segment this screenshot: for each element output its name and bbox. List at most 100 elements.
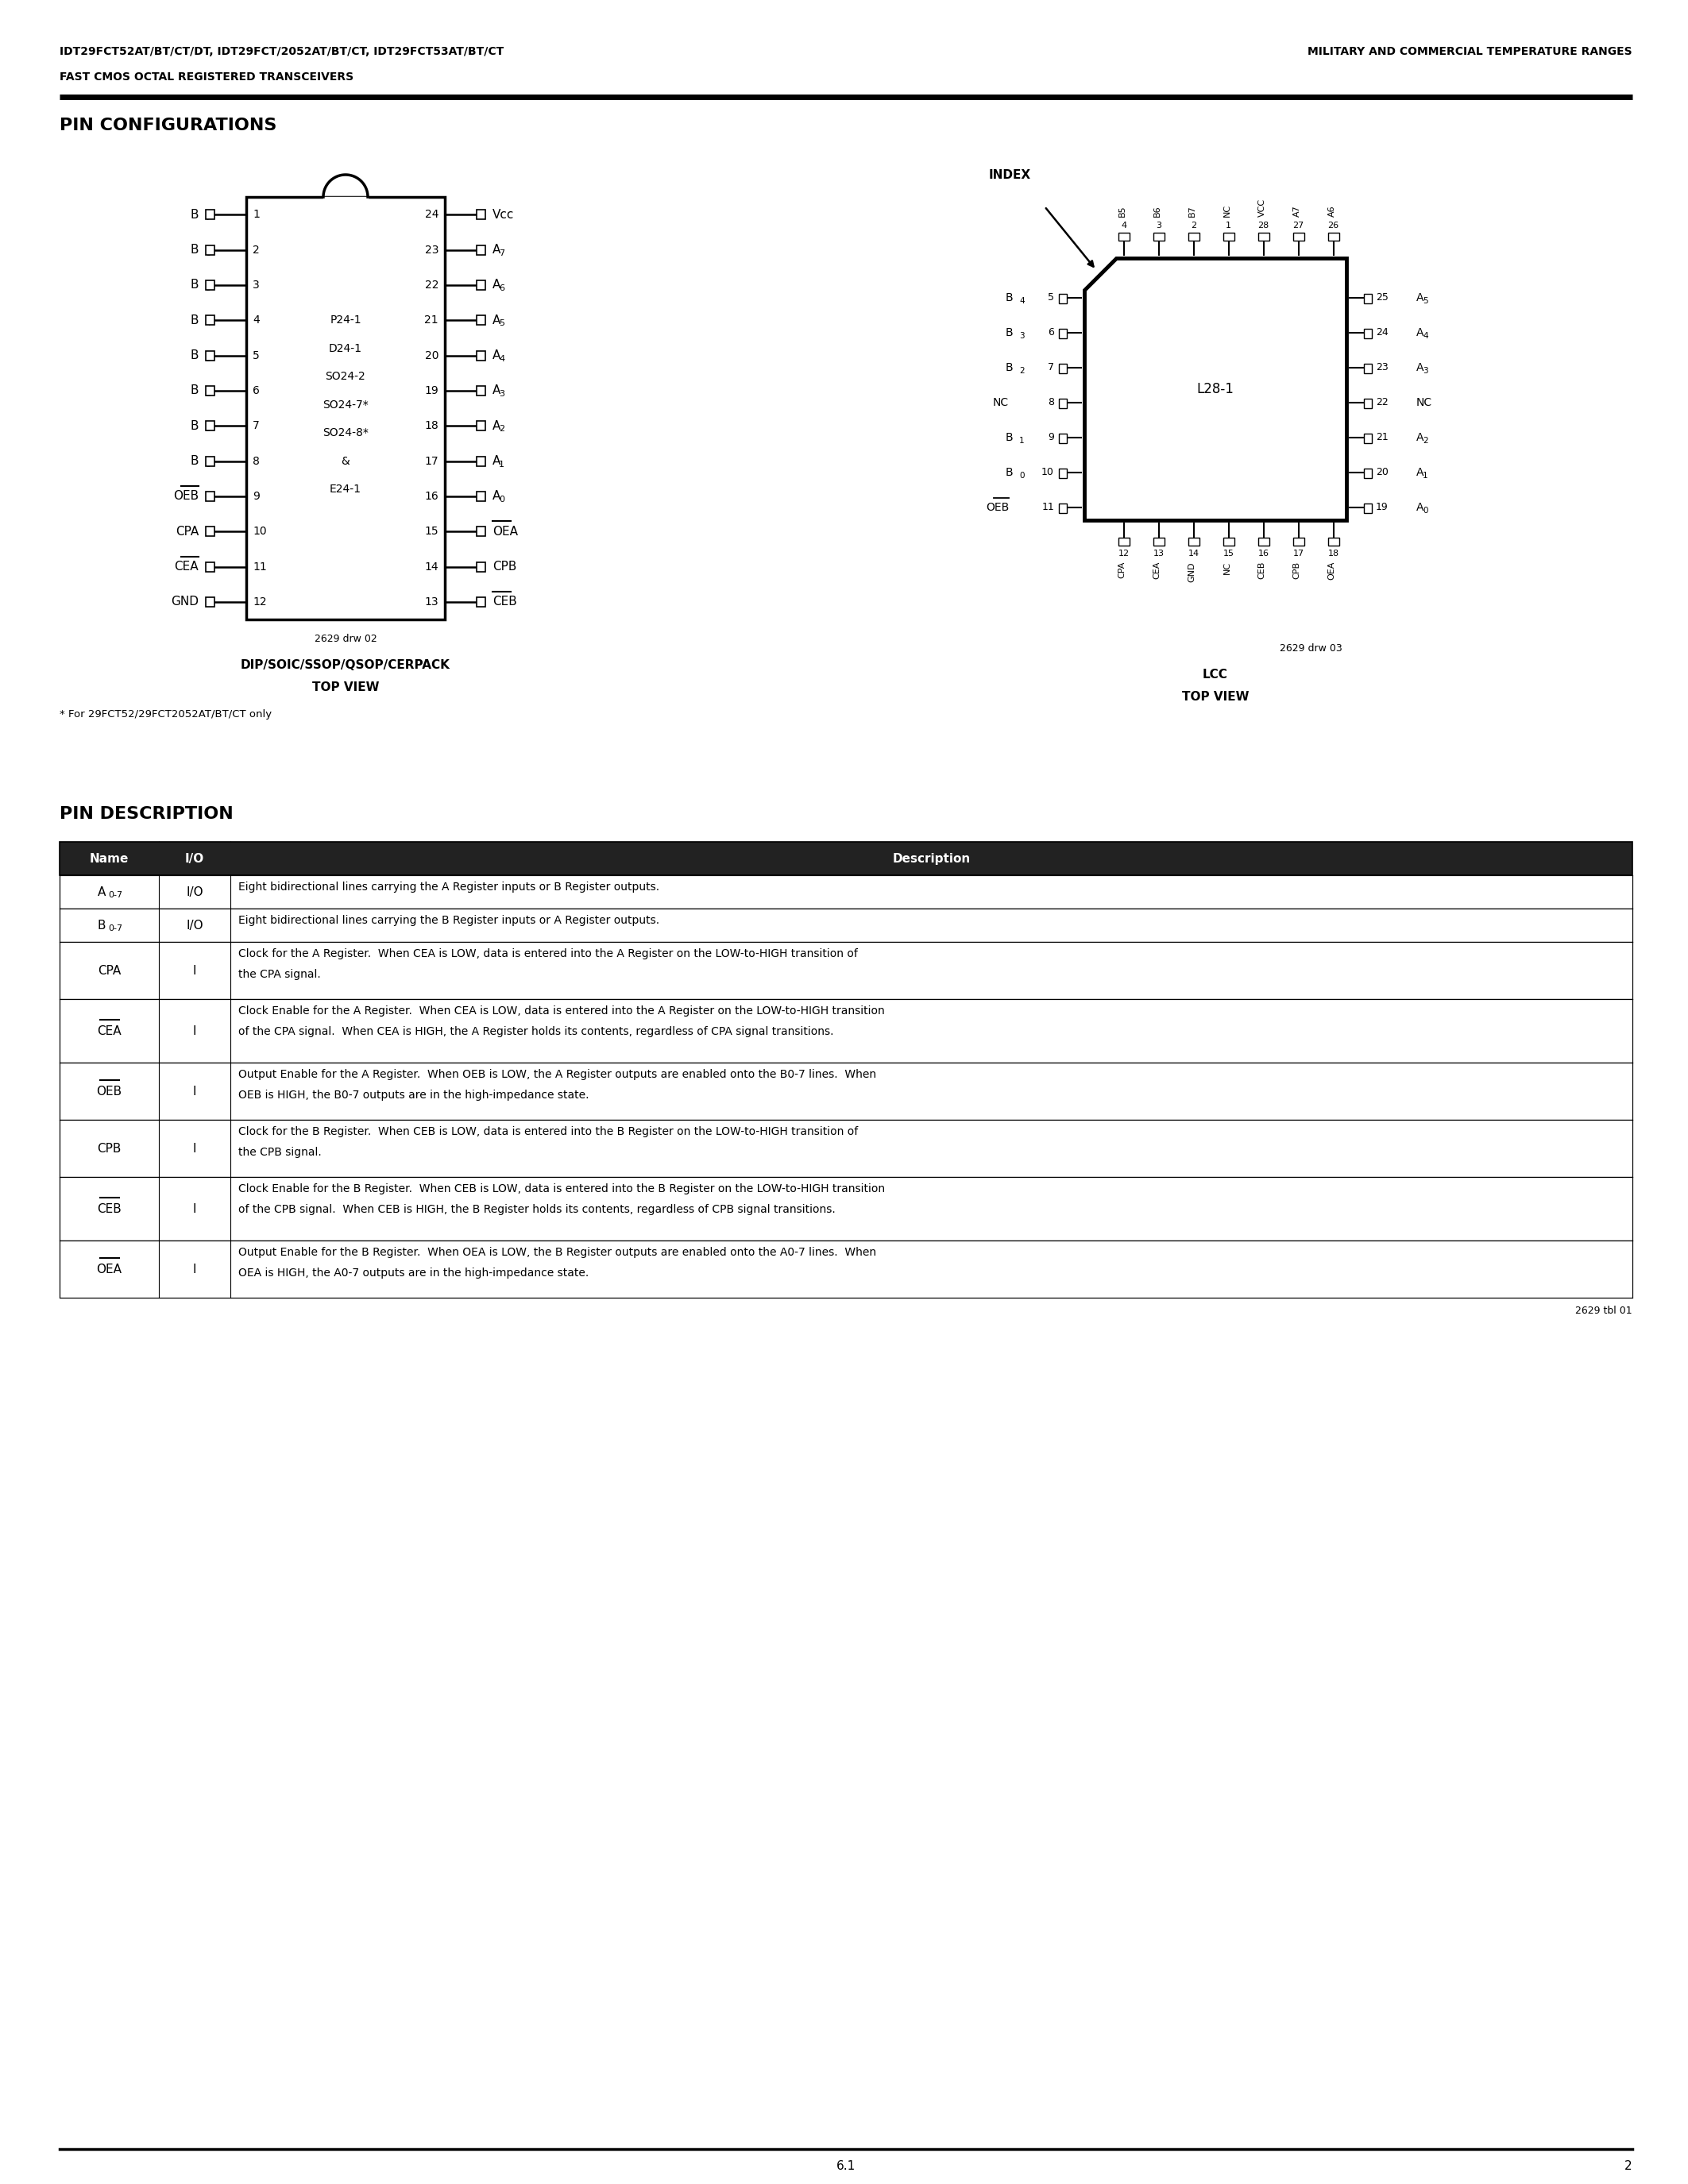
Bar xyxy=(1364,502,1372,513)
Text: 15: 15 xyxy=(1222,550,1234,557)
Text: 5: 5 xyxy=(500,319,505,328)
Bar xyxy=(1364,363,1372,373)
Text: OEB: OEB xyxy=(96,1085,122,1096)
Text: &: & xyxy=(341,456,349,467)
Text: I: I xyxy=(192,1262,196,1275)
Text: B: B xyxy=(191,419,199,432)
Bar xyxy=(1117,234,1129,240)
Bar xyxy=(1153,537,1165,546)
Text: 4: 4 xyxy=(253,314,260,325)
Text: 21: 21 xyxy=(424,314,439,325)
Text: 3: 3 xyxy=(1020,332,1025,339)
Text: Clock for the A Register.  When CEA is LOW, data is entered into the A Register : Clock for the A Register. When CEA is LO… xyxy=(238,948,858,959)
Text: B: B xyxy=(191,245,199,256)
Text: SO24-2: SO24-2 xyxy=(326,371,366,382)
Text: the CPA signal.: the CPA signal. xyxy=(238,970,321,981)
Text: E24-1: E24-1 xyxy=(329,483,361,496)
Text: A: A xyxy=(1416,363,1425,373)
Text: 4: 4 xyxy=(204,319,211,328)
Text: * For 29FCT52/29FCT2052AT/BT/CT only: * For 29FCT52/29FCT2052AT/BT/CT only xyxy=(59,710,272,719)
Text: D24-1: D24-1 xyxy=(329,343,363,354)
Text: 17: 17 xyxy=(424,456,439,467)
Text: CEA: CEA xyxy=(1153,561,1161,579)
Text: NC: NC xyxy=(993,397,1009,408)
Text: I/O: I/O xyxy=(186,919,203,930)
Text: 5: 5 xyxy=(1423,297,1428,304)
Bar xyxy=(1058,502,1067,513)
Text: 1: 1 xyxy=(1020,437,1025,443)
Text: SO24-7*: SO24-7* xyxy=(322,400,368,411)
Polygon shape xyxy=(1084,258,1347,520)
Bar xyxy=(246,197,446,620)
Text: MILITARY AND COMMERCIAL TEMPERATURE RANGES: MILITARY AND COMMERCIAL TEMPERATURE RANG… xyxy=(1308,46,1632,57)
Bar xyxy=(1258,234,1269,240)
Text: 20: 20 xyxy=(425,349,439,360)
Text: CPA: CPA xyxy=(176,526,199,537)
Text: B: B xyxy=(191,280,199,290)
Bar xyxy=(1058,293,1067,304)
Bar xyxy=(206,422,214,430)
Bar xyxy=(206,456,214,465)
Text: B: B xyxy=(1004,432,1013,443)
Bar xyxy=(1364,432,1372,443)
Text: 7: 7 xyxy=(1048,363,1053,373)
Text: Description: Description xyxy=(893,852,971,865)
Bar xyxy=(1058,467,1067,478)
Text: A6: A6 xyxy=(1328,205,1335,216)
Text: Clock for the B Register.  When CEB is LOW, data is entered into the B Register : Clock for the B Register. When CEB is LO… xyxy=(238,1127,858,1138)
Text: 2629 drw 02: 2629 drw 02 xyxy=(314,633,376,644)
Bar xyxy=(1364,293,1372,304)
Bar xyxy=(206,245,214,256)
Text: CPB: CPB xyxy=(493,561,517,572)
Text: 21: 21 xyxy=(1376,432,1388,443)
Bar xyxy=(476,526,486,537)
Text: 19: 19 xyxy=(424,384,439,395)
Bar xyxy=(476,245,486,256)
Text: P24-1: P24-1 xyxy=(329,314,361,325)
Bar xyxy=(1058,328,1067,339)
Text: A: A xyxy=(98,887,106,898)
Text: TOP VIEW: TOP VIEW xyxy=(312,681,380,692)
Text: 0: 0 xyxy=(500,496,505,502)
Text: B6: B6 xyxy=(1153,205,1161,216)
Bar xyxy=(476,422,486,430)
Bar xyxy=(59,941,1632,998)
Bar xyxy=(476,456,486,465)
Text: OEA: OEA xyxy=(493,526,518,537)
Bar xyxy=(206,561,214,572)
Text: GND: GND xyxy=(170,596,199,607)
Bar xyxy=(1222,537,1234,546)
Text: 24: 24 xyxy=(425,210,439,221)
Text: 13: 13 xyxy=(1153,550,1165,557)
Text: the CPB signal.: the CPB signal. xyxy=(238,1147,321,1158)
Text: 18: 18 xyxy=(424,419,439,432)
Text: 2: 2 xyxy=(204,389,211,397)
Text: Eight bidirectional lines carrying the B Register inputs or A Register outputs.: Eight bidirectional lines carrying the B… xyxy=(238,915,660,926)
Bar xyxy=(1058,363,1067,373)
Text: 0: 0 xyxy=(1423,507,1428,513)
Text: 6: 6 xyxy=(500,284,505,293)
Text: A: A xyxy=(493,489,501,502)
Text: 23: 23 xyxy=(1376,363,1388,373)
Text: Name: Name xyxy=(89,852,128,865)
Text: B: B xyxy=(1004,328,1013,339)
Text: OEB: OEB xyxy=(986,502,1009,513)
Text: 27: 27 xyxy=(1293,221,1305,229)
Bar xyxy=(1364,467,1372,478)
Text: B: B xyxy=(1004,363,1013,373)
Text: IDT29FCT52AT/BT/CT/DT, IDT29FCT/2052AT/BT/CT, IDT29FCT53AT/BT/CT: IDT29FCT52AT/BT/CT/DT, IDT29FCT/2052AT/B… xyxy=(59,46,503,57)
Text: LCC: LCC xyxy=(1202,668,1229,681)
Text: CEB: CEB xyxy=(96,1203,122,1214)
Text: CEB: CEB xyxy=(1258,561,1266,579)
Text: 5: 5 xyxy=(1048,293,1053,304)
Text: A: A xyxy=(493,349,501,360)
Bar xyxy=(206,210,214,218)
Text: Output Enable for the B Register.  When OEA is LOW, the B Register outputs are e: Output Enable for the B Register. When O… xyxy=(238,1247,876,1258)
Text: B: B xyxy=(191,454,199,467)
Text: B: B xyxy=(1004,467,1013,478)
Text: 28: 28 xyxy=(1258,221,1269,229)
Bar xyxy=(476,352,486,360)
Text: B: B xyxy=(191,314,199,325)
Bar xyxy=(476,491,486,500)
Text: CEB: CEB xyxy=(493,596,517,607)
